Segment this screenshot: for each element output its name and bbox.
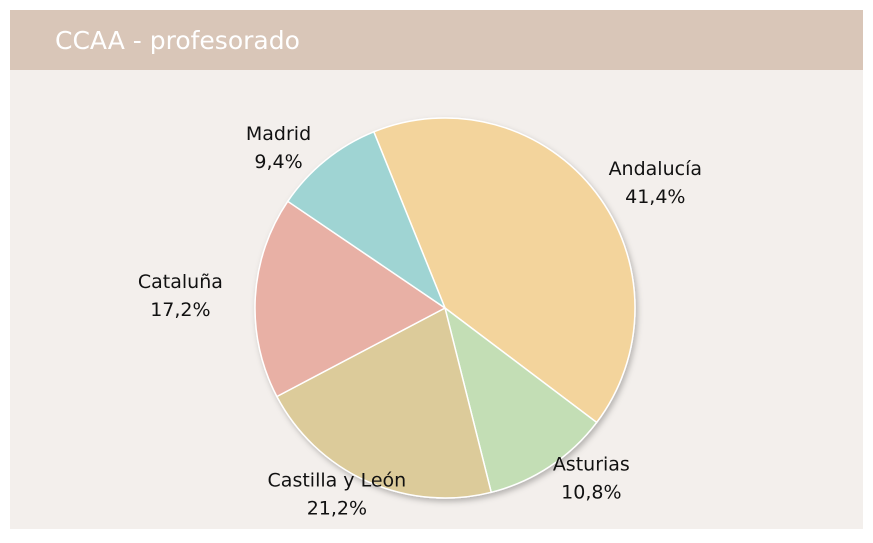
pie-slice <box>275 306 493 499</box>
slice-value-label: 17,2% <box>150 299 210 321</box>
pie-slice <box>372 117 636 424</box>
slice-value-label: 10,8% <box>561 481 621 503</box>
header-bar <box>10 10 863 70</box>
chart-title: CCAA - profesorado <box>55 26 300 55</box>
slice-value-label: 21,2% <box>307 498 367 520</box>
slice-value-label: 41,4% <box>625 186 685 208</box>
slice-label: Castilla y León <box>268 470 407 492</box>
pie <box>254 117 636 499</box>
slice-label: Cataluña <box>138 271 223 293</box>
pie-slice <box>286 130 447 311</box>
slice-label: Madrid <box>246 123 311 145</box>
pie-slice <box>443 306 598 494</box>
pie-slice <box>254 200 447 398</box>
slice-value-label: 9,4% <box>254 151 302 173</box>
slice-label: Andalucía <box>609 158 702 180</box>
slice-label: Asturias <box>553 453 630 475</box>
